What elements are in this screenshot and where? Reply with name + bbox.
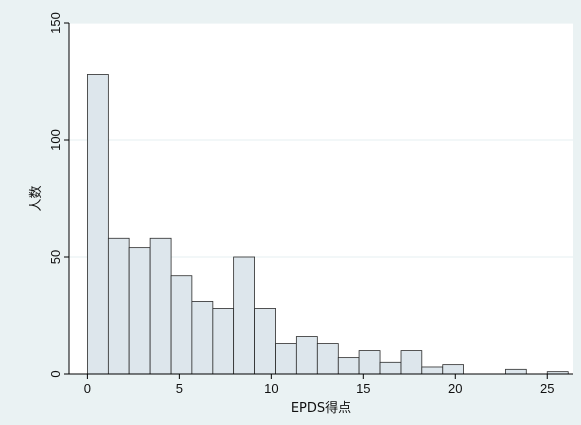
x-tick-label: 15 bbox=[356, 381, 370, 396]
axis-layer bbox=[68, 23, 573, 375]
histogram-bar bbox=[212, 308, 235, 375]
histogram-bar bbox=[170, 275, 193, 375]
histogram-bar bbox=[400, 350, 423, 375]
histogram-bar bbox=[149, 237, 172, 375]
x-tick-label: 20 bbox=[448, 381, 462, 396]
histogram-bar bbox=[295, 336, 318, 375]
histogram-bar bbox=[358, 350, 381, 375]
histogram-bar bbox=[379, 361, 402, 375]
y-tick-label: 100 bbox=[48, 129, 63, 151]
y-tick-label: 150 bbox=[48, 12, 63, 34]
y-axis-title: 人数 bbox=[29, 185, 44, 211]
histogram-bar bbox=[86, 74, 109, 375]
x-tick-label: 25 bbox=[540, 381, 554, 396]
histogram-bar bbox=[442, 364, 464, 375]
histogram-bar bbox=[107, 237, 130, 375]
histogram-bar bbox=[254, 308, 276, 375]
tick-layer: 0 5 10 15 20 25 0 50 100 150 bbox=[48, 12, 554, 396]
y-tick-label: 0 bbox=[48, 370, 63, 377]
histogram-bar bbox=[505, 368, 527, 375]
bar-layer bbox=[86, 74, 569, 375]
histogram-bar bbox=[128, 247, 151, 375]
x-tick-label: 5 bbox=[176, 381, 183, 396]
x-tick-label: 0 bbox=[84, 381, 91, 396]
histogram-bar bbox=[275, 343, 297, 375]
histogram-bar bbox=[421, 366, 444, 375]
histogram-bar bbox=[316, 343, 339, 375]
y-tick-label: 50 bbox=[48, 250, 63, 264]
histogram-bar bbox=[233, 256, 255, 375]
histogram-bar bbox=[191, 301, 214, 375]
histogram-bar bbox=[337, 357, 360, 375]
x-tick-label: 10 bbox=[264, 381, 278, 396]
x-axis-title: EPDS得点 bbox=[291, 400, 351, 416]
